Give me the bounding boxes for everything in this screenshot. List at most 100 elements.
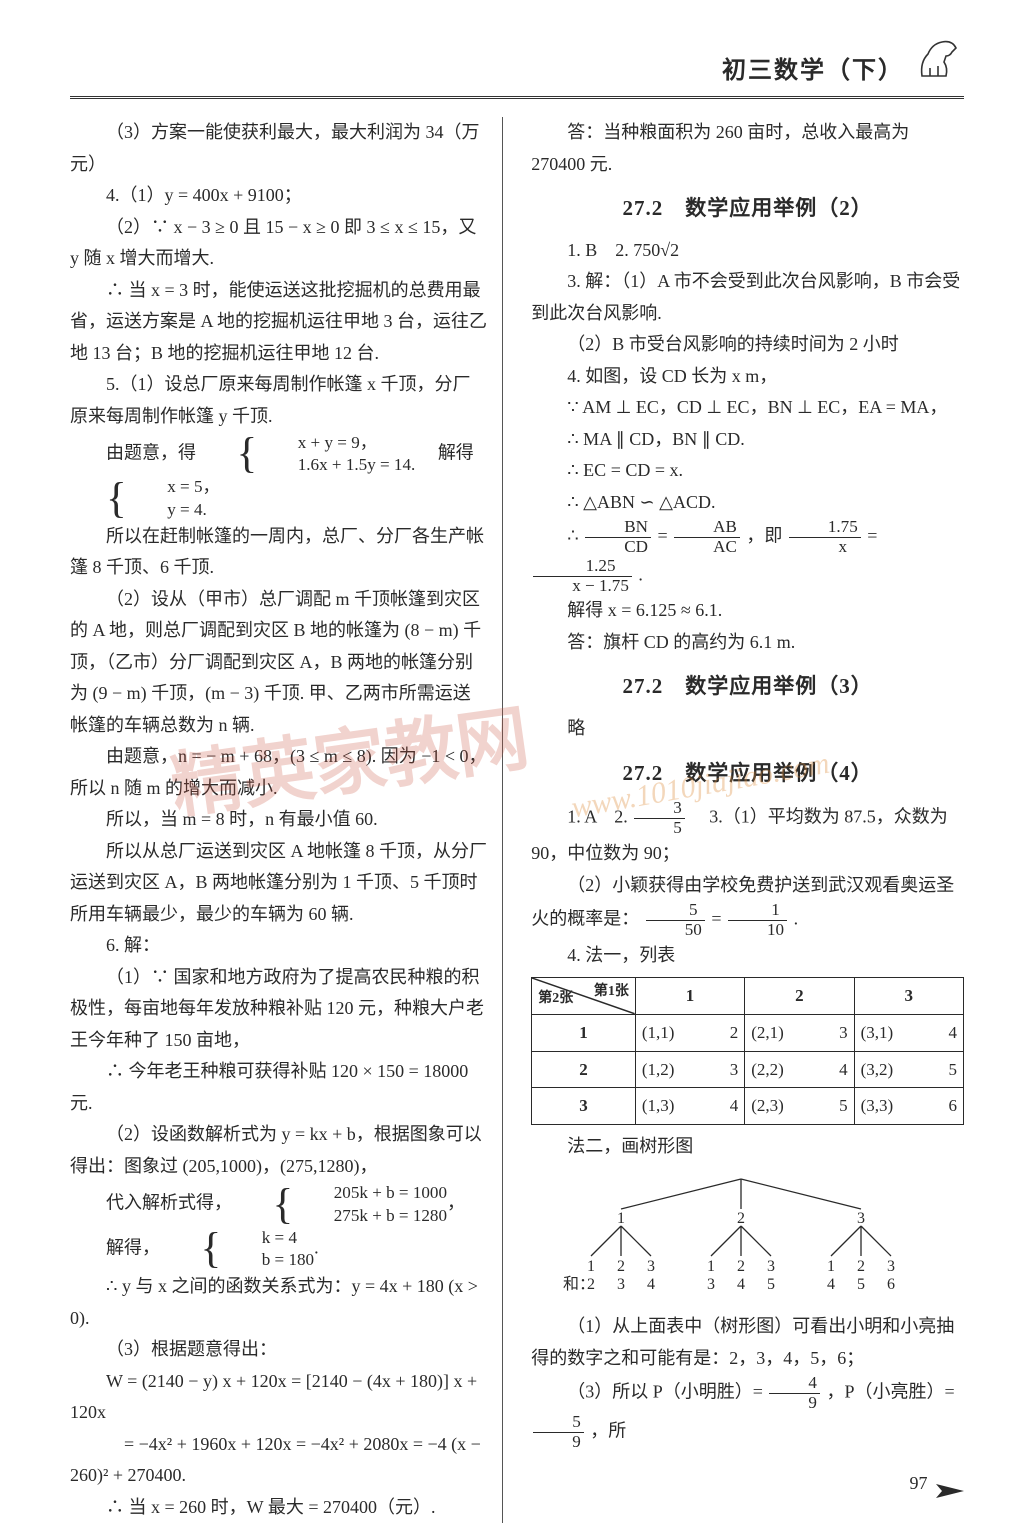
fraction: 110 [728, 901, 787, 940]
brace-icon: { [237, 1194, 294, 1216]
table-cell: (1,3)4 [635, 1088, 744, 1125]
text-line: 4. 如图，设 CD 长为 x m， [531, 361, 964, 393]
page-number-value: 97 [910, 1473, 928, 1493]
page-arrow-icon [936, 1477, 964, 1491]
text-line: 解得 x = 6.125 ≈ 6.1. [531, 595, 964, 627]
text-line: ∴ y 与 x 之间的函数关系式为：y = 4x + 180 (x > 0). [70, 1271, 488, 1334]
text-line: ∴ 当 x = 3 时，能使运送这批挖掘机的总费用最省，运送方案是 A 地的挖掘… [70, 275, 488, 370]
text-line: 所以在赶制帐篷的一周内，总厂、分厂各生产帐篷 8 千顶、6 千顶. [70, 521, 488, 584]
numerator: 1 [728, 901, 787, 921]
svg-text:1: 1 [707, 1258, 715, 1275]
text-fragment: 解得， [106, 1237, 160, 1257]
svg-text:3: 3 [887, 1258, 895, 1275]
equation-system: 解得， { k = 4 b = 180 . [70, 1227, 488, 1271]
table-cell: (2,2) 4 [745, 1051, 854, 1088]
denominator: 5 [634, 819, 685, 838]
horse-icon [912, 32, 964, 84]
right-column: 答：当种粮面积为 260 亩时，总收入最高为 270400 元. 27.2 数学… [531, 117, 964, 1523]
text-fragment: = [867, 526, 877, 546]
svg-text:6: 6 [887, 1276, 895, 1291]
cell-pair: (2,2) [751, 1055, 784, 1085]
text-line: ∵ AM ⊥ EC，CD ⊥ EC，BN ⊥ EC，EA = MA， [531, 392, 964, 424]
text-line: （3）所以 P（小明胜）= 49 ，P（小亮胜）= 59 ，所 [531, 1374, 964, 1451]
numerator: 1.75 [789, 518, 861, 538]
cell-pair: (3,3) [861, 1091, 894, 1121]
numerator: 4 [769, 1374, 820, 1394]
fraction: 1.25x − 1.75 [533, 557, 632, 596]
col-header: 3 [854, 978, 963, 1015]
left-column: （3）方案一能使获利最大，最大利润为 34（万元） 4.（1）y = 400x … [70, 117, 503, 1523]
eq-row: x = 5， [131, 476, 219, 498]
svg-text:3: 3 [647, 1258, 655, 1275]
numerator: 1.25 [533, 557, 632, 577]
text-fragment: ，即 [746, 526, 782, 546]
equation-system: 由题意，得 { x + y = 9， 1.6x + 1.5y = 14. 解得 … [70, 432, 488, 521]
text-fragment: ，P（小亮胜）= [826, 1382, 954, 1402]
text-line: 4.（1）y = 400x + 9100； [70, 180, 488, 212]
row-header: 1 [532, 1014, 636, 1051]
text-line: ∴ EC = CD = x. [531, 455, 964, 487]
text-line: 所以，当 m = 8 时，n 有最小值 60. [70, 804, 488, 836]
table-cell: (2,3)5 [745, 1088, 854, 1125]
eq-row: y = 4. [131, 499, 219, 521]
text-line: 略 [531, 713, 964, 745]
system-body: x = 5， y = 4. [131, 476, 219, 520]
cell-sum: 5 [839, 1091, 848, 1121]
table-cell: (3,3) 6 [854, 1088, 963, 1125]
cell-pair: (1,3) [642, 1091, 675, 1121]
text-line: = −4x² + 1960x + 120x = −4x² + 2080x = −… [70, 1429, 488, 1492]
section-heading: 27.2 数学应用举例（3） [531, 668, 964, 705]
table-cell: (2,1)3 [745, 1014, 854, 1051]
row-header: 3 [532, 1088, 636, 1125]
text-line: W = (2140 − y) x + 120x = [2140 − (4x + … [70, 1366, 488, 1429]
text-fragment: = [657, 526, 672, 546]
svg-text:3: 3 [707, 1276, 715, 1291]
text-line: （2）设函数解析式为 y = kx + b，根据图象可以得出：图象过 (205,… [70, 1119, 488, 1182]
cell-sum: 4 [949, 1018, 958, 1048]
numerator: 5 [533, 1413, 584, 1433]
cell-sum: 4 [839, 1055, 848, 1085]
text-line: ∴ 当 x = 260 时，W 最大 = 270400（元）. [70, 1492, 488, 1523]
equation-system: 代入解析式得， { 205k + b = 1000 275k + b = 128… [70, 1182, 488, 1226]
text-line: 由题意，n = − m + 68，(3 ≤ m ≤ 8). 因为 −1 < 0，… [70, 741, 488, 804]
denominator: x [789, 538, 861, 557]
svg-text:5: 5 [857, 1276, 865, 1291]
row-header: 2 [532, 1051, 636, 1088]
numerator: AB [674, 518, 740, 538]
eq-row: 205k + b = 1000 [298, 1182, 447, 1204]
tree-node: 2 [737, 1210, 745, 1227]
fraction: 550 [646, 901, 705, 940]
table-row: 3 (1,3)4 (2,3)5 (3,3) 6 [532, 1088, 964, 1125]
table-cell: (1,1)2 [635, 1014, 744, 1051]
tree-node: 3 [857, 1210, 865, 1227]
table-cell: (3,1)4 [854, 1014, 963, 1051]
numerator: 3 [634, 799, 685, 819]
text-fragment: . [638, 564, 643, 584]
cell-sum: 6 [949, 1091, 958, 1121]
text-fragment: 由题意，得 [106, 442, 196, 462]
two-column-layout: （3）方案一能使获利最大，最大利润为 34（万元） 4.（1）y = 400x … [70, 117, 964, 1523]
text-line: （2）小颖获得由学校免费护送到武汉观看奥运圣火的概率是： 550 = 110 . [531, 870, 964, 940]
col-header: 1 [635, 978, 744, 1015]
text-line: （2）∵ x − 3 ≥ 0 且 15 − x ≥ 0 即 3 ≤ x ≤ 15… [70, 212, 488, 275]
tree-node: 1 [617, 1210, 625, 1227]
text-line: （2）设从（甲市）总厂调配 m 千顶帐篷到灾区的 A 地，则总厂调配到灾区 B … [70, 584, 488, 742]
text-fragment: = [711, 908, 726, 928]
brace-icon: { [201, 443, 258, 465]
eq-row: 275k + b = 1280 [298, 1205, 447, 1227]
text-line: （3）根据题意得出： [70, 1334, 488, 1366]
svg-text:4: 4 [737, 1276, 745, 1291]
text-line: 答：旗杆 CD 的高约为 6.1 m. [531, 627, 964, 659]
brace-icon: { [165, 1238, 222, 1260]
denominator: 10 [728, 921, 787, 940]
text-line: 答：当种粮面积为 260 亩时，总收入最高为 270400 元. [531, 117, 964, 180]
text-line: 法二，画树形图 [531, 1131, 964, 1163]
cell-pair: (1,2) [642, 1055, 675, 1085]
table-cell: (1,2)3 [635, 1051, 744, 1088]
equation-fraction: ∴ BNCD = ABAC ，即 1.75x = 1.25x − 1.75 . [531, 518, 964, 595]
svg-text:5: 5 [767, 1276, 775, 1291]
svg-text:3: 3 [617, 1276, 625, 1291]
svg-text:2: 2 [617, 1258, 625, 1275]
text-line: 6. 解： [70, 930, 488, 962]
col-header: 2 [745, 978, 854, 1015]
